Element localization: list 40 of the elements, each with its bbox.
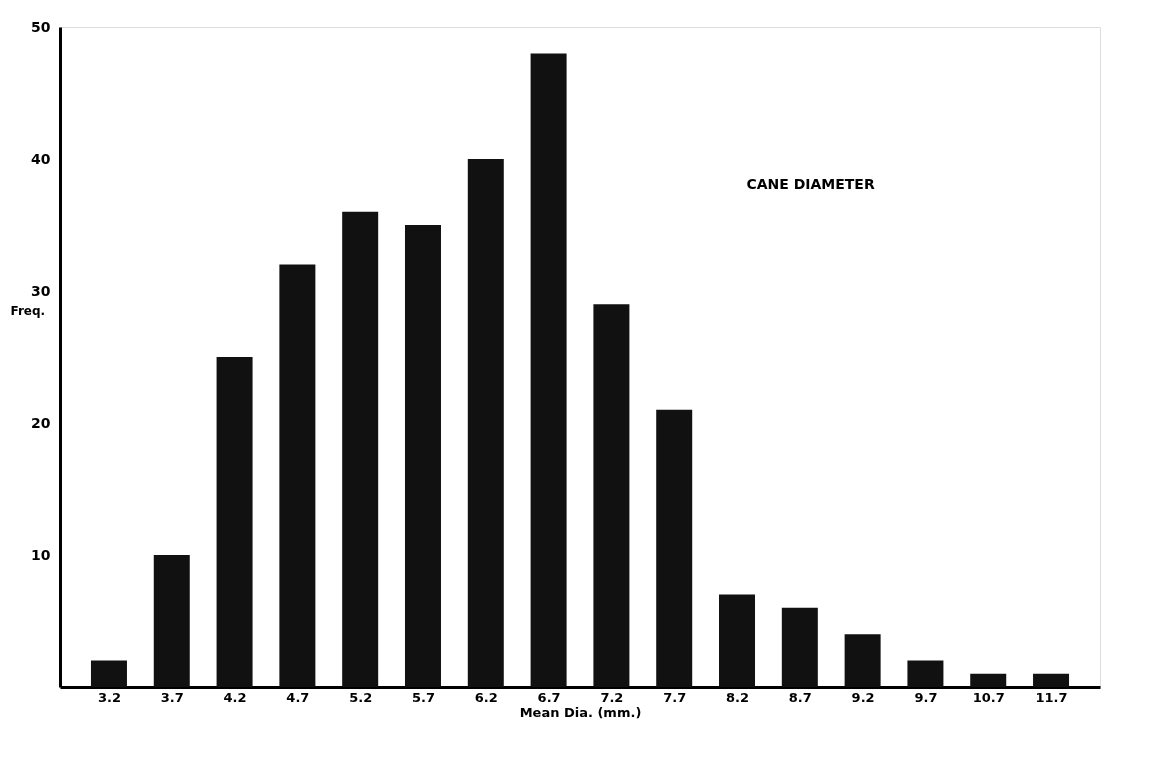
- x-tick-label: 6.2: [474, 689, 498, 705]
- x-tick-label: 7.7: [663, 689, 687, 705]
- y-tick-label: 20: [31, 414, 51, 431]
- bar: [90, 660, 127, 687]
- x-tick-label: 3.7: [160, 689, 184, 705]
- y-tick-label: 30: [31, 282, 51, 299]
- bar: [467, 159, 504, 687]
- bar: [279, 264, 316, 687]
- bar: [907, 660, 944, 687]
- x-tick-label: 9.2: [851, 689, 875, 705]
- x-tick-label: 8.2: [726, 689, 750, 705]
- x-tick-label: 9.7: [914, 689, 938, 705]
- bar: [342, 211, 379, 687]
- y-tick-label: 40: [31, 150, 51, 167]
- bar: [530, 53, 567, 687]
- bar: [153, 555, 190, 687]
- bar: [970, 673, 1007, 687]
- x-tick-label: 6.7: [537, 689, 561, 705]
- x-tick-label: 5.7: [411, 689, 435, 705]
- x-tick-label: 4.2: [223, 689, 247, 705]
- x-tick-label: 10.7: [972, 689, 1005, 705]
- bar: [593, 304, 630, 687]
- text: CANE DIAMETER: [746, 176, 875, 193]
- bar: [844, 634, 881, 687]
- bar: [404, 225, 441, 687]
- x-tick-label: 8.7: [788, 689, 812, 705]
- x-tick-label: 7.2: [600, 689, 624, 705]
- x-axis-title: Mean Dia. (mm.): [519, 704, 642, 720]
- x-tick-label: 5.2: [349, 689, 373, 705]
- bar: [719, 594, 756, 687]
- y-axis-title: Freq.: [10, 303, 46, 318]
- bar: [1033, 673, 1070, 687]
- bar: [216, 357, 253, 687]
- x-tick-label: 11.7: [1035, 689, 1068, 705]
- x-tick-label: 4.7: [286, 689, 310, 705]
- bar: [781, 607, 818, 687]
- x-tick-label: 3.2: [97, 689, 121, 705]
- bar: [656, 409, 693, 687]
- y-tick-label: 50: [31, 18, 51, 35]
- y-tick-label: 10: [31, 546, 51, 563]
